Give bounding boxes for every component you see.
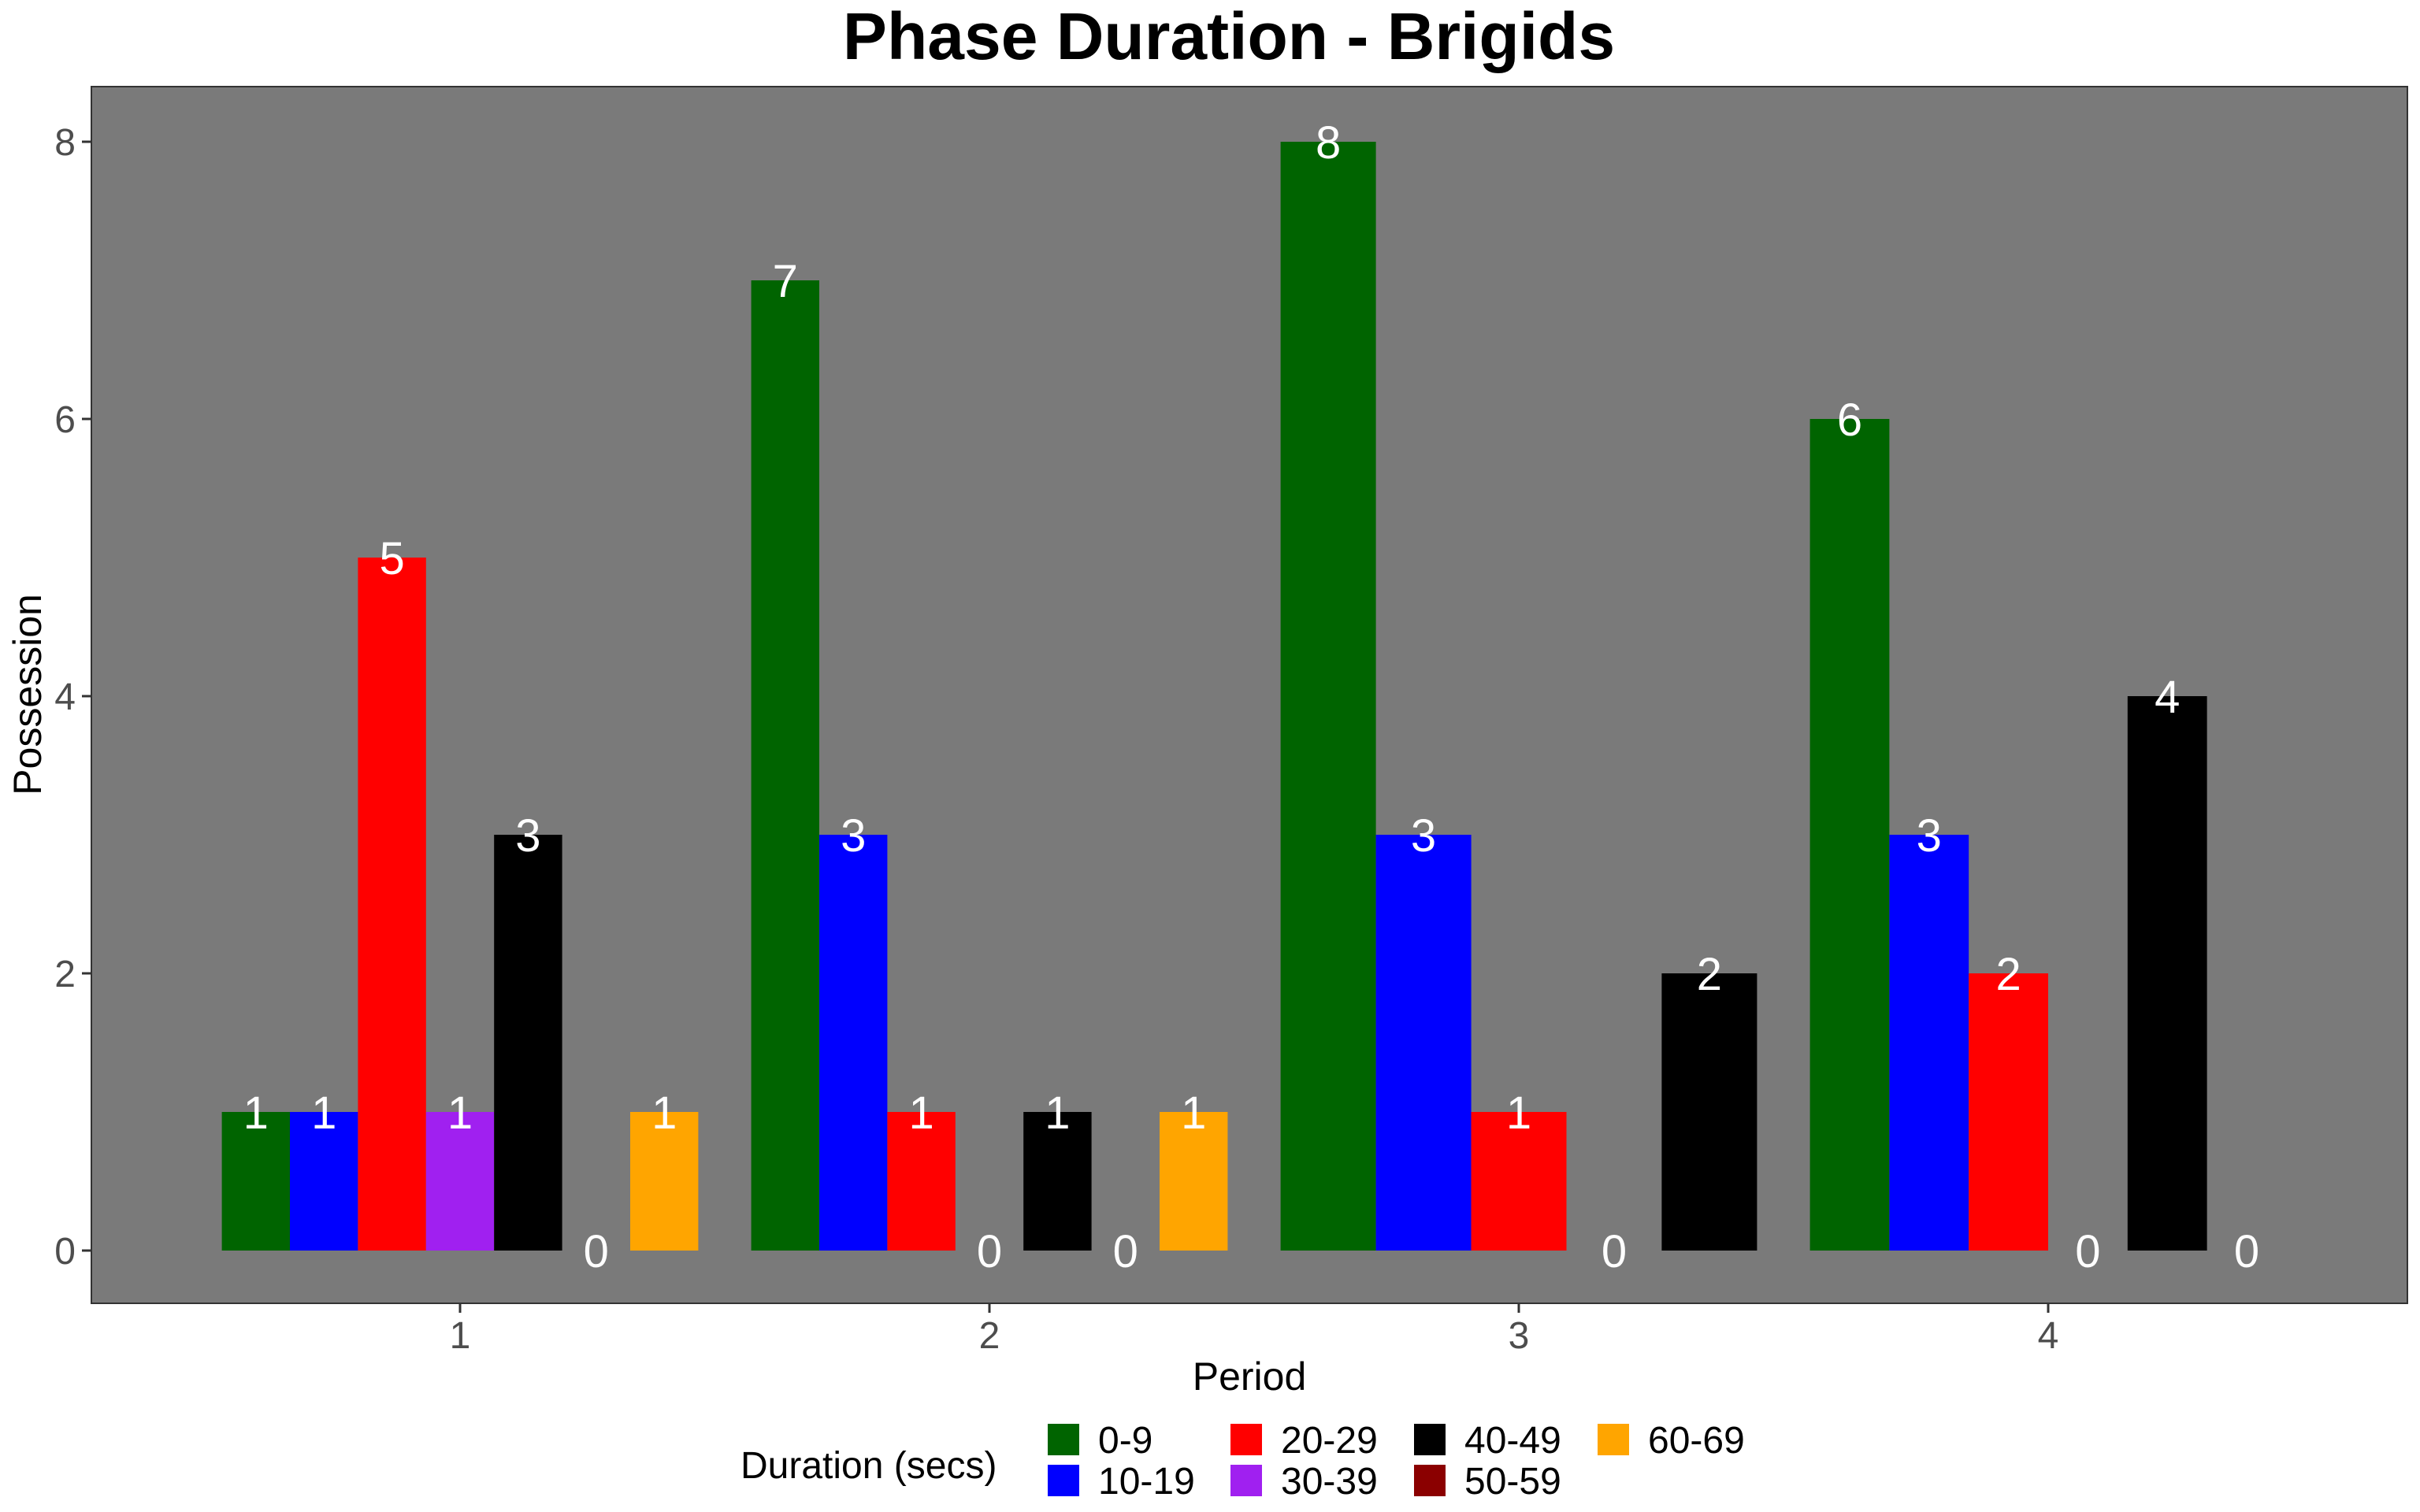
legend-item-0-9: 0-9: [1048, 1420, 1152, 1462]
bar-p3-40-49: [1661, 973, 1757, 1251]
legend-swatch: [1048, 1424, 1079, 1455]
legend-label: 10-19: [1098, 1461, 1195, 1503]
bar-p1-0-9: [221, 1112, 290, 1251]
bar-label-p2-60-69: 1: [1181, 1088, 1206, 1139]
y-tick-label: 6: [54, 399, 76, 441]
bar-label-p1-10-19: 1: [311, 1088, 336, 1139]
legend-item-10-19: 10-19: [1048, 1461, 1195, 1503]
bar-label-p4-0-9: 6: [1837, 395, 1862, 446]
legend-swatch: [1048, 1465, 1079, 1496]
x-tick-label: 3: [1509, 1315, 1530, 1357]
bar-label-p3-0-9: 8: [1316, 117, 1341, 169]
bar-label-p1-20-29: 5: [379, 533, 404, 584]
legend-swatch: [1414, 1424, 1446, 1455]
y-tick-label: 0: [54, 1231, 76, 1273]
legend-item-40-49: 40-49: [1414, 1420, 1561, 1462]
x-tick-label: 2: [979, 1315, 1000, 1357]
bar-p4-10-19: [1889, 835, 1969, 1251]
bar-label-p1-30-39: 1: [447, 1088, 473, 1139]
legend-title: Duration (secs): [740, 1445, 997, 1487]
y-axis-title: Possession: [6, 594, 50, 795]
legend-label: 60-69: [1648, 1420, 1745, 1462]
bar-p1-40-49: [494, 835, 562, 1251]
bar-label-p4-40-49: 4: [2155, 672, 2180, 723]
legend-label: 20-29: [1281, 1420, 1378, 1462]
bar-label-p4-10-19: 3: [1917, 810, 1942, 862]
legend-swatch: [1414, 1465, 1446, 1496]
bar-label-p1-60-69: 1: [651, 1088, 677, 1139]
bar-label-p3-30-39: 0: [1602, 1226, 1627, 1277]
bar-p1-30-39: [425, 1112, 495, 1251]
bar-p2-40-49: [1023, 1112, 1092, 1251]
bar-p3-10-19: [1375, 835, 1472, 1251]
legend-label: 40-49: [1464, 1420, 1561, 1462]
bar-label-p2-50-59: 0: [1113, 1226, 1138, 1277]
bar-p3-20-29: [1471, 1112, 1567, 1251]
bar-label-p2-0-9: 7: [773, 256, 798, 307]
bar-label-p1-0-9: 1: [243, 1088, 269, 1139]
bar-p4-20-29: [1969, 973, 2048, 1251]
legend-label: 50-59: [1464, 1461, 1561, 1503]
legend-swatch: [1598, 1424, 1629, 1455]
legend-label: 0-9: [1098, 1420, 1152, 1462]
y-tick-label: 4: [54, 676, 76, 718]
bar-label-p3-40-49: 2: [1697, 949, 1722, 1000]
bar-label-p1-50-59: 0: [584, 1226, 609, 1277]
bar-label-p2-40-49: 1: [1045, 1088, 1070, 1139]
x-tick-label: 4: [2038, 1315, 2059, 1357]
bar-label-p2-20-29: 1: [908, 1088, 933, 1139]
x-axis-title: Period: [1193, 1354, 1307, 1399]
bar-label-p4-30-39: 0: [2075, 1226, 2100, 1277]
bar-p2-0-9: [751, 280, 819, 1251]
bars-layer: [221, 142, 2207, 1251]
legend-swatch: [1230, 1465, 1262, 1496]
bar-label-p1-40-49: 3: [515, 810, 540, 862]
y-tick-label: 8: [54, 122, 76, 164]
bar-label-p4-50-59: 0: [2234, 1226, 2259, 1277]
bar-p2-60-69: [1160, 1112, 1228, 1251]
legend-item-30-39: 30-39: [1230, 1461, 1378, 1503]
legend-item-50-59: 50-59: [1414, 1461, 1561, 1503]
bar-p2-20-29: [887, 1112, 956, 1251]
x-tick-label: 1: [450, 1315, 471, 1357]
legend-item-60-69: 60-69: [1598, 1420, 1745, 1462]
bar-p2-10-19: [819, 835, 888, 1251]
bar-label-p4-20-29: 2: [1995, 949, 2021, 1000]
bar-p4-0-9: [1809, 419, 1890, 1251]
chart-title: Phase Duration - Brigids: [843, 0, 1615, 73]
bar-label-p3-10-19: 3: [1411, 810, 1436, 862]
bar-label-p2-10-19: 3: [841, 810, 866, 862]
bar-p4-40-49: [2127, 696, 2207, 1251]
bar-label-p3-20-29: 1: [1506, 1088, 1531, 1139]
bar-p1-20-29: [358, 558, 426, 1251]
legend-item-20-29: 20-29: [1230, 1420, 1378, 1462]
bar-p3-0-9: [1280, 142, 1376, 1251]
y-axis: 0 2 4 6 8: [54, 122, 91, 1273]
y-tick-label: 2: [54, 954, 76, 995]
legend-swatch: [1230, 1424, 1262, 1455]
bar-label-p2-30-39: 0: [977, 1226, 1002, 1277]
bar-p1-60-69: [630, 1112, 699, 1251]
x-axis: 1 2 3 4: [450, 1303, 2059, 1357]
legend-label: 30-39: [1281, 1461, 1378, 1503]
bar-p1-10-19: [290, 1112, 358, 1251]
